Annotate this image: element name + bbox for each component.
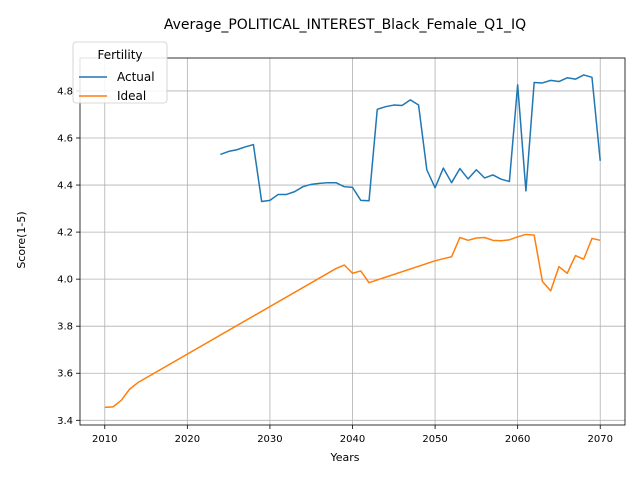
legend: Fertility Actual Ideal — [72, 41, 168, 104]
x-tick-label: 2010 — [92, 434, 117, 445]
y-axis-label: Score(1-5) — [15, 211, 28, 268]
x-tick-label: 2060 — [505, 434, 530, 445]
chart-title: Average_POLITICAL_INTEREST_Black_Female_… — [164, 17, 526, 33]
legend-label-ideal: Ideal — [117, 89, 146, 103]
series-line-actual — [220, 74, 601, 203]
legend-title: Fertility — [97, 48, 142, 62]
series-lines — [104, 74, 601, 409]
x-tick-label: 2070 — [588, 434, 613, 445]
y-tick-label: 3.8 — [57, 322, 73, 333]
y-tick-label: 4.0 — [57, 275, 73, 286]
y-tick-label: 3.6 — [57, 369, 73, 380]
y-tick-label: 4.2 — [57, 228, 73, 239]
series-line-ideal — [104, 233, 601, 409]
legend-label-actual: Actual — [117, 70, 155, 84]
y-tick-label: 4.8 — [57, 86, 73, 97]
x-tick-label: 2040 — [340, 434, 365, 445]
y-tick-label: 4.6 — [57, 133, 73, 144]
x-tick-label: 2020 — [175, 434, 200, 445]
y-axis: 3.4 3.6 3.8 4.0 4.2 4.4 4.6 4.8 — [57, 86, 80, 427]
y-tick-label: 3.4 — [57, 416, 73, 427]
legend-box — [72, 41, 168, 104]
x-axis-label: Years — [329, 451, 359, 464]
legend-entries: Actual Ideal — [79, 70, 155, 103]
grid — [80, 58, 625, 425]
x-tick-label: 2050 — [422, 434, 447, 445]
y-tick-label: 4.4 — [57, 181, 73, 192]
x-tick-label: 2030 — [257, 434, 282, 445]
x-axis: 2010 2020 2030 2040 2050 2060 2070 — [92, 425, 613, 445]
